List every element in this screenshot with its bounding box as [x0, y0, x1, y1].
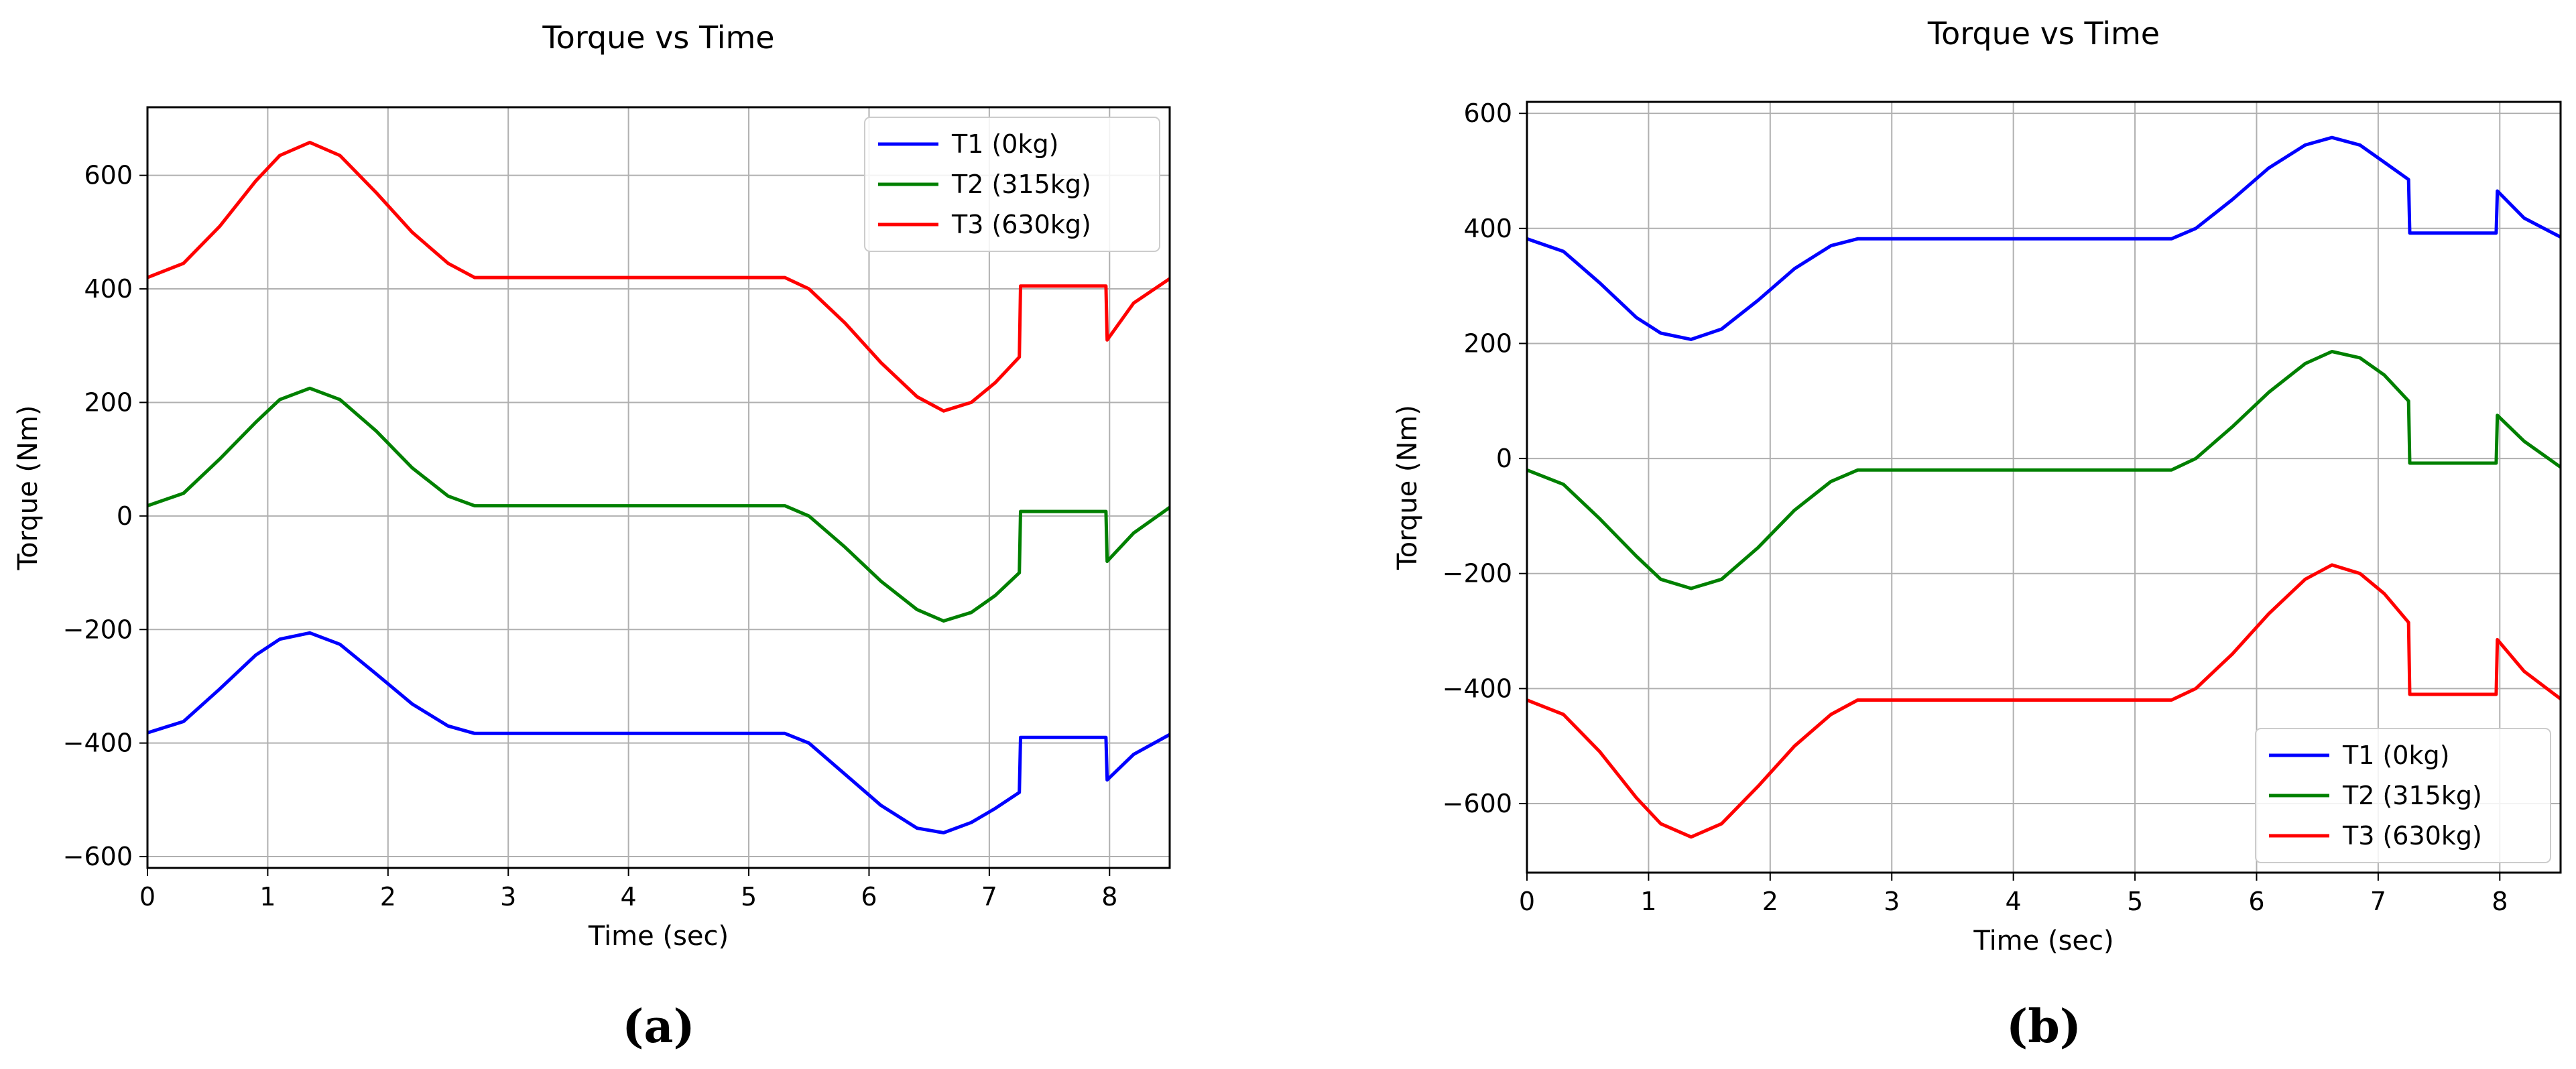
x-tick-label: 7	[2370, 887, 2386, 916]
legend-box	[2255, 728, 2551, 863]
grid	[147, 107, 1170, 868]
y-tick-label: −200	[63, 615, 133, 644]
y-tick-label: −400	[63, 729, 133, 758]
x-tick-label: 5	[741, 882, 757, 911]
y-tick-label: 600	[1463, 99, 1512, 128]
x-tick-label: 1	[1640, 887, 1656, 916]
x-tick-label: 3	[1884, 887, 1900, 916]
x-tick-label: 6	[2248, 887, 2264, 916]
x-tick-label: 8	[2492, 887, 2508, 916]
y-tick-label: 200	[1463, 328, 1512, 358]
series-line	[1526, 350, 2562, 590]
legend-label: T1 (0kg)	[2342, 741, 2449, 770]
y-tick-label: −200	[1443, 559, 1512, 588]
y-tick-label: 0	[1496, 444, 1512, 473]
y-tick-label: 400	[84, 274, 133, 304]
series-line	[147, 631, 1171, 834]
x-tick-label: 7	[981, 882, 997, 911]
y-tick-label: −600	[63, 842, 133, 871]
series-line	[147, 386, 1171, 623]
chart-title: Torque vs Time	[542, 19, 774, 56]
y-tick-label: 600	[84, 161, 133, 190]
plot-frame	[1526, 101, 2562, 874]
x-tick-label: 1	[259, 882, 275, 911]
legend: T1 (0kg) T2 (315kg) T3 (630kg)	[2255, 728, 2551, 863]
x-tick-label: 4	[2006, 887, 2022, 916]
legend-label: T3 (630kg)	[951, 210, 1091, 239]
legend: T1 (0kg) T2 (315kg) T3 (630kg)	[864, 117, 1160, 252]
y-axis-label: Torque (Nm)	[13, 405, 44, 570]
x-tick-label: 6	[861, 882, 877, 911]
chart-a: Torque vs Time 0 1 2 3 4 5 6 7 8 −600 −400 −200 0 20…	[13, 19, 1171, 1054]
x-tick-label: 5	[2127, 887, 2143, 916]
x-tick-label: 2	[380, 882, 396, 911]
chart-b: Torque vs Time 0 1 2 3 4 5 6 7 8 −600 −400 −200 0 20…	[1392, 15, 2562, 1054]
x-tick-label: 2	[1762, 887, 1778, 916]
series-layer	[1526, 135, 2562, 839]
x-tick-label: 8	[1101, 882, 1117, 911]
x-axis-label: Time (sec)	[1973, 926, 2113, 956]
y-tick-label: 0	[117, 501, 133, 531]
plot-frame	[146, 106, 1171, 869]
x-axis-label: Time (sec)	[588, 921, 729, 952]
legend-label: T2 (315kg)	[951, 170, 1091, 199]
legend-box	[864, 117, 1160, 252]
legend-label: T1 (0kg)	[951, 129, 1058, 159]
x-tick-label: 3	[500, 882, 516, 911]
series-line	[1526, 135, 2562, 341]
caption-a: (a)	[622, 1000, 694, 1054]
y-axis-label: Torque (Nm)	[1392, 405, 1423, 570]
x-tick-label: 0	[139, 882, 156, 911]
y-tick-label: 400	[1463, 214, 1512, 243]
legend-label: T2 (315kg)	[2342, 781, 2482, 810]
x-ticks: 0 1 2 3 4 5 6 7 8	[139, 868, 1117, 911]
y-ticks: −600 −400 −200 0 200 400 600	[1443, 99, 1527, 818]
x-tick-label: 4	[621, 882, 637, 911]
chart-title: Torque vs Time	[1927, 15, 2160, 52]
caption-b: (b)	[2006, 1000, 2081, 1054]
y-tick-label: −600	[1443, 789, 1512, 818]
legend-label: T3 (630kg)	[2342, 821, 2482, 851]
series-layer	[147, 141, 1171, 834]
series-line	[147, 141, 1171, 413]
series-line	[1526, 563, 2562, 839]
y-tick-label: 200	[84, 387, 133, 417]
y-ticks: −600 −400 −200 0 200 400 600	[63, 161, 147, 871]
x-ticks: 0 1 2 3 4 5 6 7 8	[1519, 873, 2508, 916]
y-tick-label: −400	[1443, 674, 1512, 703]
x-tick-label: 0	[1519, 887, 1535, 916]
